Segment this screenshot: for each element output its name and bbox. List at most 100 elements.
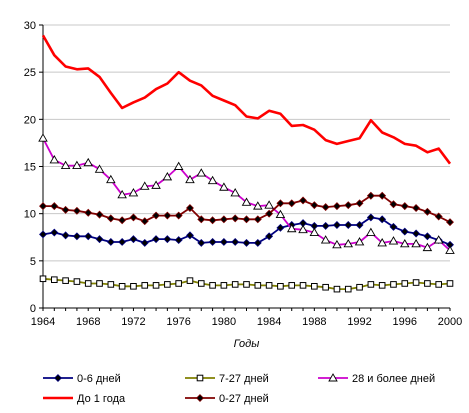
- data-point: [207, 175, 218, 185]
- legend-marker: [328, 373, 338, 382]
- data-point: [62, 277, 69, 284]
- data-point: [332, 202, 341, 211]
- data-point: [390, 281, 397, 288]
- series-4: [39, 191, 454, 227]
- data-point: [208, 238, 217, 246]
- data-point: [197, 238, 206, 247]
- data-point: [254, 282, 262, 289]
- data-point: [276, 223, 285, 232]
- data-point: [49, 154, 60, 164]
- data-point: [309, 227, 320, 236]
- data-point: [243, 281, 250, 288]
- data-point: [230, 188, 240, 197]
- data-point: [95, 210, 104, 219]
- data-point: [117, 189, 127, 199]
- data-point: [333, 285, 341, 293]
- legend-label: До 1 года: [77, 393, 126, 405]
- data-point: [106, 214, 115, 223]
- data-point: [73, 278, 81, 285]
- x-axis-ticks: 1964 1968 1972 1976 1980 1984 1988 1992 1996 2000: [31, 308, 462, 328]
- data-point: [118, 283, 126, 290]
- data-point: [39, 230, 47, 239]
- data-point: [51, 276, 58, 283]
- data-point: [50, 202, 59, 211]
- data-point: [39, 202, 47, 211]
- data-point: [241, 197, 252, 206]
- data-point: [242, 238, 251, 247]
- x-tick-label: 1996: [393, 316, 417, 328]
- data-point: [186, 277, 194, 284]
- data-point: [163, 235, 172, 244]
- data-point: [185, 174, 195, 184]
- data-point: [332, 221, 341, 229]
- data-point: [276, 199, 285, 208]
- y-tick-label: 20: [24, 114, 36, 126]
- data-point: [106, 238, 115, 246]
- data-point: [231, 281, 239, 288]
- x-tick-label: 1968: [76, 316, 100, 328]
- legend-marker: [196, 394, 204, 402]
- data-point: [196, 168, 207, 177]
- data-point: [377, 238, 387, 247]
- data-point: [151, 180, 161, 189]
- data-point: [265, 209, 274, 218]
- x-tick-label: 1972: [121, 316, 145, 328]
- y-tick-label: 15: [24, 162, 36, 174]
- data-point: [61, 205, 70, 214]
- data-point: [321, 203, 330, 212]
- data-point: [186, 204, 194, 212]
- data-point: [129, 213, 138, 222]
- data-point: [265, 232, 274, 241]
- data-point: [219, 238, 228, 246]
- data-point: [277, 283, 284, 290]
- legend-item: До 1 года: [43, 393, 126, 405]
- data-point: [118, 238, 127, 246]
- data-point: [264, 200, 274, 209]
- data-point: [355, 199, 364, 208]
- data-point: [287, 199, 296, 208]
- data-point: [164, 281, 171, 288]
- data-point: [72, 160, 82, 170]
- y-axis-ticks: 0 5 10 15 20 25 30: [24, 20, 43, 315]
- data-point: [152, 211, 161, 220]
- data-point: [288, 282, 296, 289]
- data-point: [219, 182, 229, 191]
- data-point: [60, 160, 71, 170]
- data-point: [152, 282, 160, 289]
- series-line: [42, 137, 451, 252]
- series-group: [38, 34, 455, 293]
- x-tick-label: 1976: [166, 316, 190, 328]
- data-point: [208, 216, 217, 225]
- legend: 0-6 дней 7-27 дней 28 и более дней До 1 год…: [43, 373, 435, 405]
- data-point: [118, 216, 127, 225]
- data-point: [220, 282, 228, 289]
- y-tick-label: 30: [24, 20, 36, 32]
- data-point: [139, 181, 150, 190]
- data-point: [344, 221, 353, 229]
- y-tick-label: 10: [24, 209, 36, 221]
- data-point: [129, 235, 138, 244]
- data-point: [389, 222, 398, 231]
- legend-item: 28 и более дней: [318, 373, 435, 385]
- legend-item: 0-27 дней: [185, 393, 269, 405]
- data-point: [84, 208, 93, 217]
- data-point: [422, 242, 433, 252]
- data-point: [197, 215, 206, 224]
- legend-label: 0-6 дней: [77, 373, 121, 385]
- x-tick-label: 1984: [257, 316, 281, 328]
- data-point: [84, 232, 93, 241]
- data-point: [354, 237, 365, 246]
- legend-marker: [54, 374, 62, 382]
- data-point: [343, 238, 354, 248]
- data-point: [298, 224, 308, 234]
- data-point: [332, 239, 342, 249]
- data-point: [435, 281, 442, 288]
- data-point: [130, 283, 137, 290]
- data-point: [275, 209, 286, 219]
- data-point: [50, 228, 59, 237]
- data-point: [310, 201, 319, 210]
- y-tick-label: 25: [24, 67, 36, 79]
- x-tick-label: 1980: [212, 316, 236, 328]
- data-point: [366, 227, 376, 236]
- data-point: [84, 280, 92, 287]
